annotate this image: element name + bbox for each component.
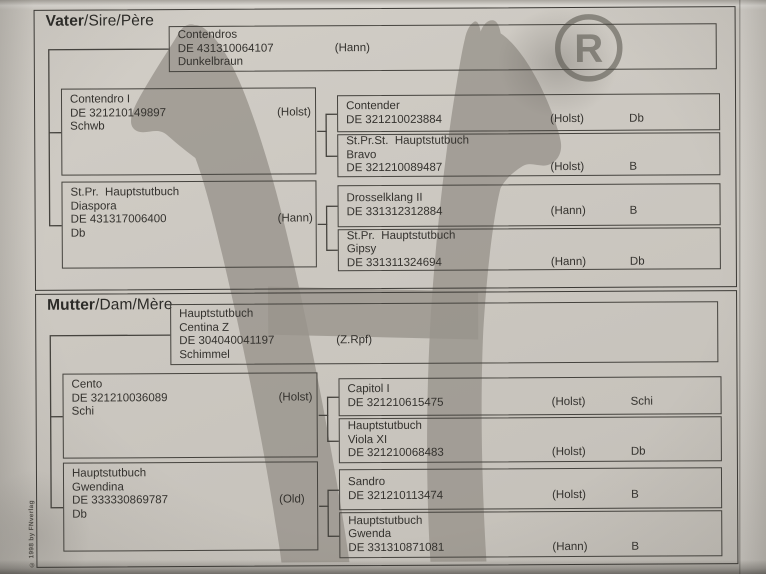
registration-number: DE 333330869787 [72,494,169,507]
pedigree-box-sire-dam-sire: Drosselklang II DE 331312312884 (Hann) B [337,183,721,228]
sire-section-label: Vater/Sire/Père [46,12,154,31]
registration-number: DE 331310871081 [348,541,445,554]
studbook-brand: (Holst) [278,390,313,404]
horse-color-abbr: B [631,488,639,501]
horse-name: Cento [71,378,103,391]
registration-number: DE 321210036089 [71,391,168,405]
horse-name: Diaspora [70,199,117,213]
pedigree-box-dam-sire-dam: Hauptstutbuch Viola XI DE 321210068483 (… [338,416,722,464]
horse-color: Schimmel [179,348,230,361]
pedigree-box-sire: Contendros DE 431310064107 (Hann) Dunkel… [168,23,717,73]
horse-id-row: DE 321210023884 (Holst) Db [346,112,719,128]
registration-number: DE 321210023884 [346,113,443,126]
studbook-title: Hauptstutbuch [71,467,147,480]
horse-color-abbr: B [631,540,640,553]
horse-id-row: DE 321210615475 (Holst) Schi [348,395,721,411]
pedigree-box-dam: Hauptstutbuch Centina Z DE 304040041197 … [170,301,719,366]
sire-label-intl: /Sire/Père [83,12,154,30]
pedigree-box-sire-dam-dam: St.Pr. Hauptstutbuch Gipsy DE 3313113246… [337,227,721,272]
horse-id-row: DE 431310064107 (Hann) [178,40,716,56]
studbook-brand: (Hann) [550,204,586,218]
horse-id-row: DE 333330869787 (Old) [72,494,317,509]
horse-id-row: DE 304040041197 (Z.Rpf) [179,332,717,348]
horse-color: Schi [71,405,95,418]
horse-id-row: DE 321210113474 (Holst) B [348,488,721,504]
horse-color-abbr: Schi [630,395,654,408]
horse-color: Dunkelbraun [177,55,244,69]
horse-color-abbr: Db [629,255,645,268]
horse-id-row: DE 331311324694 (Hann) Db [347,255,720,271]
horse-id-row: DE 321210149897 (Holst) [70,106,315,121]
studbook-brand: (Holst) [550,112,585,125]
registration-number: DE 431317006400 [70,213,167,226]
horse-id-row: DE 331312312884 (Hann) B [347,204,720,220]
dam-label-german: Mutter [47,296,96,314]
studbook-brand: (Hann) [552,540,588,553]
horse-id-row: DE 431317006400 (Hann) [71,213,316,228]
horse-name: Gwendina [72,480,124,494]
horse-id-row: DE 331310871081 (Hann) B [348,540,721,556]
dam-section-label: Mutter/Dam/Mère [47,296,173,315]
registration-number: DE 321210149897 [70,106,167,120]
pedigree-box-dam-dam: Hauptstutbuch Gwendina DE 333330869787 (… [62,461,319,552]
studbook-brand: (Holst) [550,161,585,174]
horse-color: Schwb [70,120,105,133]
studbook-brand: (Hann) [334,41,370,54]
studbook-brand: (Hann) [277,212,313,225]
studbook-brand: (Holst) [552,488,586,501]
studbook-brand: (Holst) [277,105,311,119]
horse-id-row: DE 321210089487 (Holst) B [346,161,719,177]
studbook-brand: (Hann) [550,255,587,268]
registration-number: DE 304040041197 [179,334,275,348]
studbook-brand: (Holst) [551,446,586,459]
registration-number: DE 321210615475 [347,396,444,410]
registration-number: DE 321210113474 [348,489,444,502]
pedigree-box-sire-dam: St.Pr. Hauptstutbuch Diaspora DE 4313170… [61,180,317,269]
horse-id-row: DE 321210068483 (Holst) Db [348,446,721,462]
studbook-brand: (Old) [279,493,305,506]
sire-label-german: Vater [45,12,85,30]
horse-color-abbr: B [629,160,638,174]
registration-number: DE 431310064107 [177,42,274,55]
pedigree-box-dam-dam-sire: Sandro DE 321210113474 (Holst) B [338,467,723,511]
pedigree-box-dam-dam-dam: Hauptstutbuch Gwenda DE 331310871081 (Ha… [339,510,723,559]
pedigree-box-dam-sire: Cento DE 321210036089 (Holst) Schi [62,372,318,459]
registration-number: DE 321210089487 [346,161,443,175]
pedigree-box-sire-sire-dam: St.Pr.St. Hauptstutbuch Bravo DE 3212100… [337,132,721,178]
pedigree-box-sire-sire: Contendro I DE 321210149897 (Holst) Schw… [60,87,317,176]
horse-color-abbr: B [629,204,638,217]
pedigree-box-sire-sire-sire: Contender DE 321210023884 (Holst) Db [336,93,721,133]
horse-color: Db [70,227,86,240]
studbook-brand: (Z.Rpf) [336,334,373,347]
horse-color-abbr: Db [629,112,644,125]
registration-number: DE 321210068483 [347,446,444,460]
dam-label-intl: /Dam/Mère [95,296,173,314]
horse-id-row: DE 321210036089 (Holst) [72,391,317,406]
studbook-brand: (Holst) [551,395,586,409]
horse-color-abbr: Db [630,445,646,459]
copyright-imprint: © 1998 by FNverlag [28,500,36,568]
registration-number: DE 331311324694 [346,256,442,269]
pedigree-box-dam-sire-sire: Capitol I DE 321210615475 (Holst) Schi [338,376,722,417]
registration-number: DE 331312312884 [346,205,443,219]
horse-name: Contendro I [69,93,131,106]
studbook-title: St.Pr. Hauptstutbuch [70,186,180,199]
horse-color: Db [72,508,87,521]
